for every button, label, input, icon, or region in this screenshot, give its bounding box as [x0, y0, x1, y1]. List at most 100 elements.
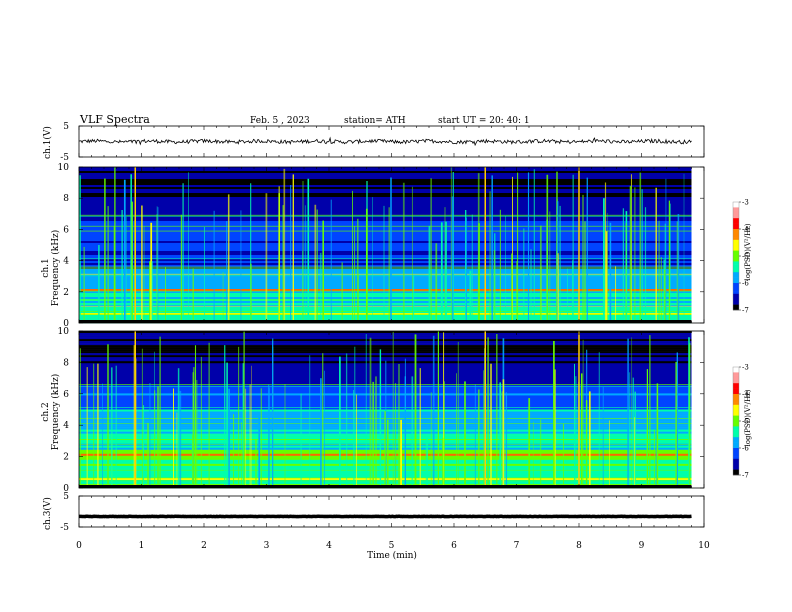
ch1-spec-band [79, 259, 692, 262]
colorbar1-tick-label: -7 [742, 307, 749, 315]
ch2-spec-band [79, 347, 692, 350]
ch2-spec-band [79, 379, 692, 382]
colorbar2-swatch [733, 445, 739, 449]
colorbar1-swatch [733, 264, 739, 268]
ch2-spec-band [79, 351, 692, 354]
ch1-spec-band [79, 173, 692, 176]
ch2-spec-band [79, 373, 692, 376]
ch1-spec-band [79, 283, 692, 286]
ch1-spec-band [79, 221, 692, 224]
ch1-spec-band [79, 183, 692, 186]
colorbar2-swatch [733, 412, 739, 416]
ch1-spec-band [79, 243, 692, 246]
colorbar1-swatch [733, 274, 739, 278]
ch2-spec-band [79, 403, 692, 406]
ch1-spec-band [79, 289, 692, 292]
ch2-spec-band [79, 395, 692, 398]
time-tick-label: 4 [326, 541, 332, 551]
ch3-wave-frame [78, 495, 705, 528]
colorbar2-swatch [733, 429, 739, 433]
ch2-spec-band [79, 337, 692, 340]
colorbar2-swatch [733, 418, 739, 422]
ch2-spec-band [79, 343, 692, 346]
colorbar1-swatch [733, 288, 739, 292]
colorbar1-swatch [733, 283, 739, 286]
ch1-spec-band [79, 227, 692, 230]
ch1-spec-band [79, 207, 692, 210]
colorbar2-swatch [733, 407, 739, 411]
time-tick-label: 8 [576, 541, 582, 551]
colorbar1-swatch [733, 239, 739, 243]
ch1-spec-band [79, 295, 692, 298]
ch3-wave-ytick-label: -5 [60, 523, 69, 533]
colorbar1-swatch [733, 258, 739, 262]
colorbar1-swatch [733, 261, 739, 265]
ch1-spec-band [79, 233, 692, 236]
ch1-spec-band [79, 315, 692, 318]
ch1-spec-band [79, 169, 692, 172]
time-tick-label: 10 [698, 541, 710, 551]
ch1-spec-band [79, 263, 692, 266]
ch1-spec-band [79, 211, 692, 214]
colorbar2-swatch [733, 461, 739, 465]
colorbar1-swatch [733, 212, 739, 216]
colorbar1-swatch [733, 304, 739, 308]
ch1-spec-ytick-label: 6 [63, 225, 69, 235]
ch1-spec-band [79, 265, 692, 268]
ch2-spec-band [79, 407, 692, 410]
colorbar1-label: log(PSD)(V²/Hz) [744, 223, 752, 280]
colorbar1-swatch [733, 229, 739, 232]
colorbar2-swatch [733, 442, 739, 446]
ch2-spec-band [79, 357, 692, 360]
ch1-spec-band [79, 307, 692, 310]
ch2-spec-band [79, 399, 692, 402]
ch2-spec-ytick-label: 6 [63, 390, 69, 400]
ch1-spectrogram-panel: 0 2 4 6 8 10 [58, 163, 705, 329]
colorbar1-swatch [733, 202, 739, 205]
colorbar2-swatch [733, 367, 739, 370]
colorbar1-swatch [733, 296, 739, 300]
ch1-spec-band [79, 189, 692, 192]
colorbar2-swatch [733, 434, 739, 438]
ch2-spec-band [79, 397, 692, 400]
ch1-spec-band [79, 179, 692, 182]
ch1-wave-ytick-label: -5 [60, 153, 69, 163]
ch1-colorbar: -3 -4 -5 -6 -7 [732, 199, 749, 315]
colorbar1-swatch [733, 226, 739, 230]
ch1-spec-band [79, 245, 692, 248]
ch1-spec-band [79, 239, 692, 242]
colorbar1-swatch [733, 253, 739, 257]
time-tick-label: 2 [201, 541, 207, 551]
ch2-spec-ylabel-freq: Frequency (kHz) [50, 374, 61, 451]
ch2-spec-ytick-label: 2 [63, 453, 69, 463]
ch2-spec-band [79, 405, 692, 408]
ch3-wave-ytick-label: 5 [63, 492, 69, 502]
colorbar2-swatch [733, 396, 739, 400]
time-tick-label: 7 [514, 541, 520, 551]
ch2-spec-band [79, 345, 692, 348]
colorbar2-swatch [733, 377, 739, 381]
ch2-spec-band [79, 375, 692, 378]
ch1-spec-band [79, 293, 692, 296]
ch1-spec-band [79, 311, 692, 314]
station-label: station= ATH [344, 116, 406, 126]
colorbar1-tick-label: -3 [742, 199, 749, 207]
ch1-spec-band [79, 303, 692, 306]
ch2-spec-band [79, 361, 692, 364]
ch2-spec-band [79, 371, 692, 374]
ch1-spec-band [79, 291, 692, 294]
ch1-spec-band [79, 287, 692, 290]
colorbar2-swatch [733, 375, 739, 379]
time-tick-label: 6 [451, 541, 457, 551]
ch2-colorbar: -3 -4 -5 -6 -7 [732, 364, 749, 480]
ch1-spec-band [79, 203, 692, 206]
ch1-spec-band [79, 271, 692, 274]
colorbar2-swatch [733, 437, 739, 441]
colorbar2-tick-label: -3 [742, 364, 749, 372]
ch3-wave-ylabel: ch.3(V) [42, 497, 53, 530]
ch2-spec-band [79, 353, 692, 356]
colorbar2-swatch [733, 453, 739, 457]
ch2-spec-ytick-label: 0 [63, 484, 69, 494]
colorbar2-swatch [733, 456, 739, 460]
